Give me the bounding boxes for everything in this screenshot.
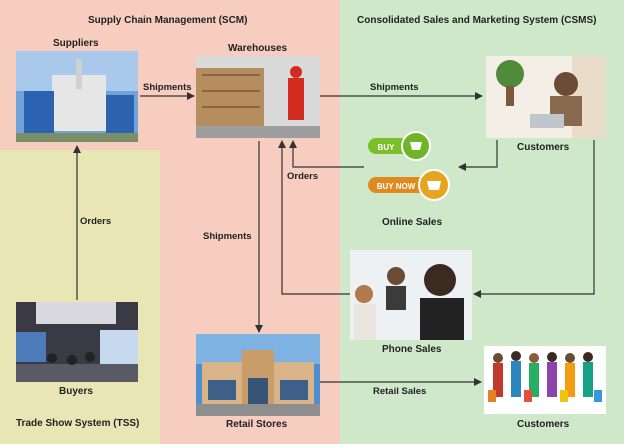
edge-label-customers-warehouses: Orders [287,171,319,182]
customers-retail-image [484,346,606,414]
phone-sales-image [350,250,472,340]
warehouses-image [196,56,320,138]
edge-label-warehouses-customers: Shipments [370,82,419,93]
retail-stores-image [196,334,320,416]
warehouses-label: Warehouses [228,43,288,54]
buy-button-graphic: BUY [366,130,434,162]
retail-stores-label: Retail Stores [226,419,288,430]
suppliers-image [16,51,138,142]
buy-now-button-text: BUY NOW [377,182,416,191]
customers-retail-label: Customers [517,419,570,430]
edge-label-warehouses-retail: Shipments [203,231,252,242]
customers-online-image [486,56,606,138]
edge-label-buyers-suppliers: Orders [80,216,112,227]
buyers-label: Buyers [59,386,93,397]
buy-now-button-graphic: BUY NOW [366,168,452,202]
scm-title: Supply Chain Management (SCM) [88,15,248,26]
customers-online-label: Customers [517,142,570,153]
phone-sales-label: Phone Sales [382,344,442,355]
edge-label-suppliers-warehouses: Shipments [143,82,192,93]
buy-button-text: BUY [378,143,396,152]
suppliers-label: Suppliers [53,38,99,49]
csms-title: Consolidated Sales and Marketing System … [357,15,597,26]
online-sales-label: Online Sales [382,217,443,228]
edge-label-retail-customers: Retail Sales [373,386,427,397]
buyers-image [16,302,138,382]
tss-title: Trade Show System (TSS) [16,418,140,429]
tss-region [0,150,160,444]
